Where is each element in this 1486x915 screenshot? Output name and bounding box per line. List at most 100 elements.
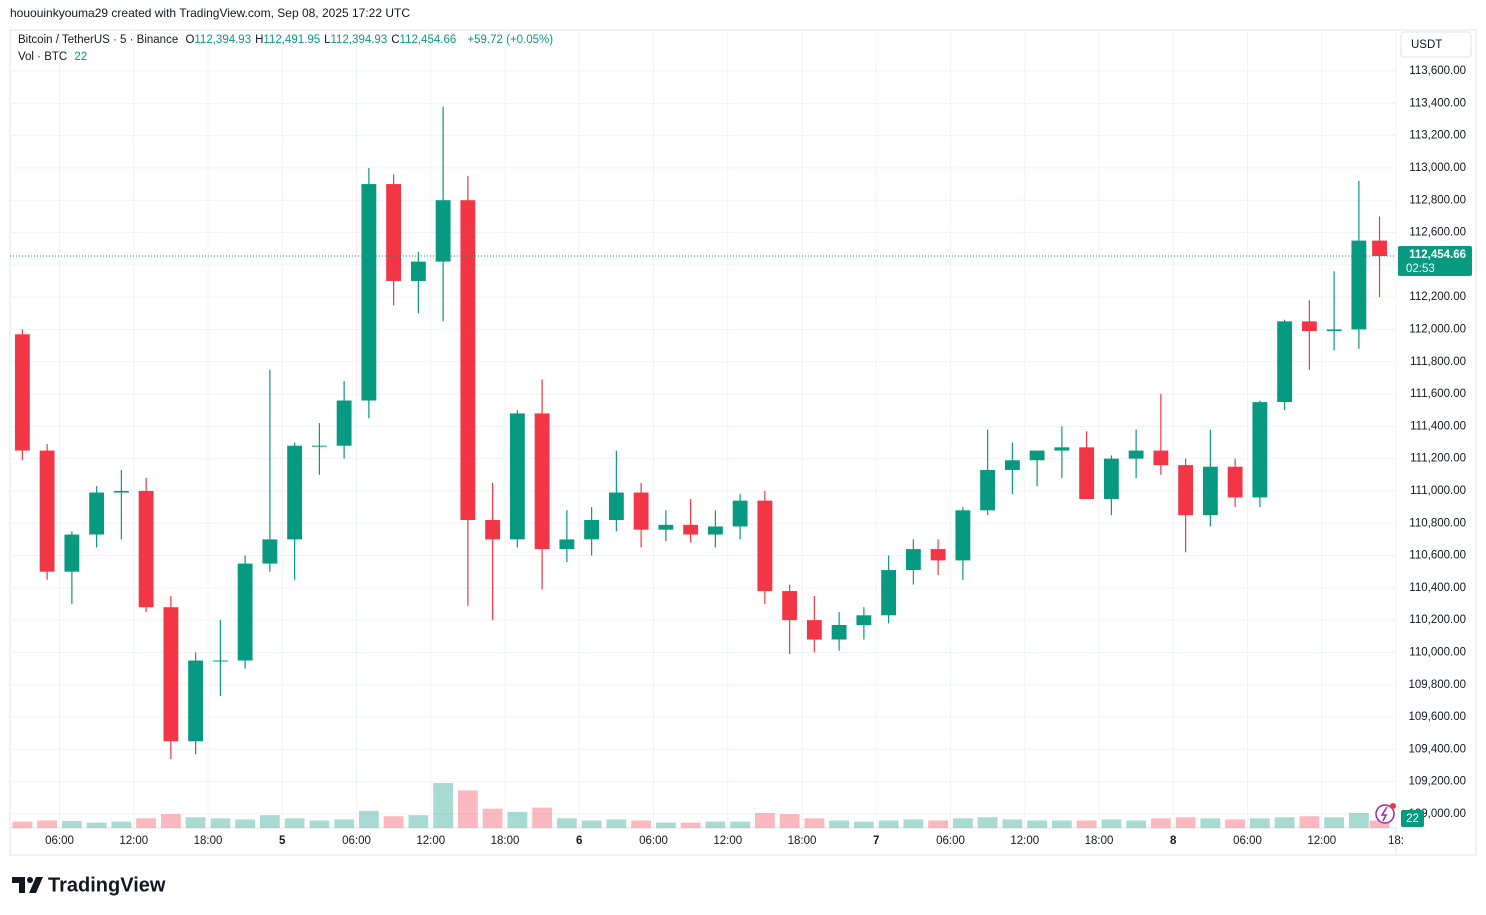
candle-body [460,200,476,521]
candle-body [435,200,451,262]
y-tick-label: 112,800.00 [1409,194,1466,206]
x-tick-label: 12:00 [1010,835,1039,847]
candle-body [608,492,624,521]
y-tick-label: 110,800.00 [1409,517,1466,529]
logo-mark [12,877,25,893]
currency: USDT [1411,39,1442,51]
x-tick-label: 5 [279,835,286,847]
candle-body [1128,450,1144,459]
volume-bar [1175,817,1196,828]
volume-bar [1249,818,1270,828]
x-tick-label: 06:00 [936,835,965,847]
credit: hououinkyouma29 created with TradingView… [10,6,411,20]
volume-bar [1150,818,1171,828]
volume-bar [61,821,82,828]
volume-bars [12,783,1390,828]
logo-slash [29,877,43,893]
candle-body [658,524,674,530]
volume-bar [334,819,355,828]
volume-bar [581,820,602,828]
candle-body [757,500,773,592]
candle-body [237,563,253,661]
symbol: Bitcoin / TetherUS · 5 · Binance [18,34,179,46]
volume-bar [507,811,528,828]
x-tick-label: 18: [1388,835,1404,847]
volume-bar [309,820,330,828]
logo-dot [27,877,33,883]
x-tick-label: 6 [576,835,582,847]
y-tick-label: 113,200.00 [1409,130,1466,142]
y-tick-label: 110,400.00 [1409,582,1466,594]
panel-border [9,29,1477,856]
volume-bar [160,814,181,828]
volume-bar [1101,819,1122,828]
volume-bar [12,821,33,828]
candles [14,106,1387,760]
y-tick-label: 109,200.00 [1408,776,1466,788]
volume-bar [977,817,998,828]
candle-body [14,334,30,451]
volume-bar [383,816,404,828]
y-tick-label: 109,400.00 [1408,743,1466,755]
candle-body [485,520,501,540]
y-tick-label: 110,200.00 [1409,614,1466,626]
volume-bar [1225,819,1246,828]
volume-legend: Vol · BTC 22 [18,51,91,63]
last-price-label: 112,454.66 [1409,249,1466,261]
logo: TradingView [12,874,166,896]
volume-bar [37,820,58,828]
candle-body [509,413,525,540]
volume-bar [952,818,973,828]
x-tick-label: 18:00 [788,835,817,847]
volume-bar [928,820,949,828]
volume-bar [556,818,577,828]
legend: Bitcoin / TetherUS · 5 · Binance O112,39… [18,34,557,46]
y-tick-label: 109,600.00 [1408,711,1466,723]
candle-body [732,500,748,527]
volume-bar [408,815,429,828]
volume-bar [779,814,800,828]
volume-bar [1200,818,1221,828]
y-tick-label: 111,000.00 [1410,485,1466,497]
y-tick-label: 112,000.00 [1409,323,1466,335]
volume-bar [1027,820,1048,828]
volume-bar [903,819,924,828]
candle-body [905,549,921,571]
candle-body [1079,447,1095,500]
ohlc-key: L [324,34,331,46]
volume-bar [631,820,652,828]
x-tick-label: 12:00 [119,835,148,847]
candle-body [1372,240,1387,257]
ohlc-value: 112,394.93 [330,34,388,46]
y-tick-label: 110,000.00 [1409,646,1466,658]
y-tick-label: 113,400.00 [1409,97,1466,109]
candle-body [1277,321,1293,403]
volume-bar [457,790,478,828]
candle-body [163,607,179,742]
volume-bar [1348,813,1369,828]
alert-icon[interactable] [1375,804,1395,824]
volume-box-value: 22 [1406,813,1419,825]
candle-body [831,624,847,640]
x-tick-label: 06:00 [45,835,74,847]
volume-bar [111,821,132,828]
candle-body [683,524,699,535]
candle-body [1103,458,1119,500]
volume-bar [1324,817,1345,828]
axes: 109,000.00109,200.00109,400.00109,600.00… [10,65,1472,847]
candle-body [1227,466,1243,498]
volume-bar [754,813,775,828]
x-tick-label: 06:00 [1233,835,1262,847]
volume-bar [829,820,850,828]
candle-body [1202,466,1218,516]
volume-bar [1126,820,1147,828]
candle-body [980,469,996,511]
grid [10,30,1397,828]
volume-bar [136,818,157,828]
volume-bar [1274,817,1295,828]
candle-body [559,539,575,550]
currency-box[interactable] [1400,31,1472,58]
candle-body [1054,447,1070,451]
